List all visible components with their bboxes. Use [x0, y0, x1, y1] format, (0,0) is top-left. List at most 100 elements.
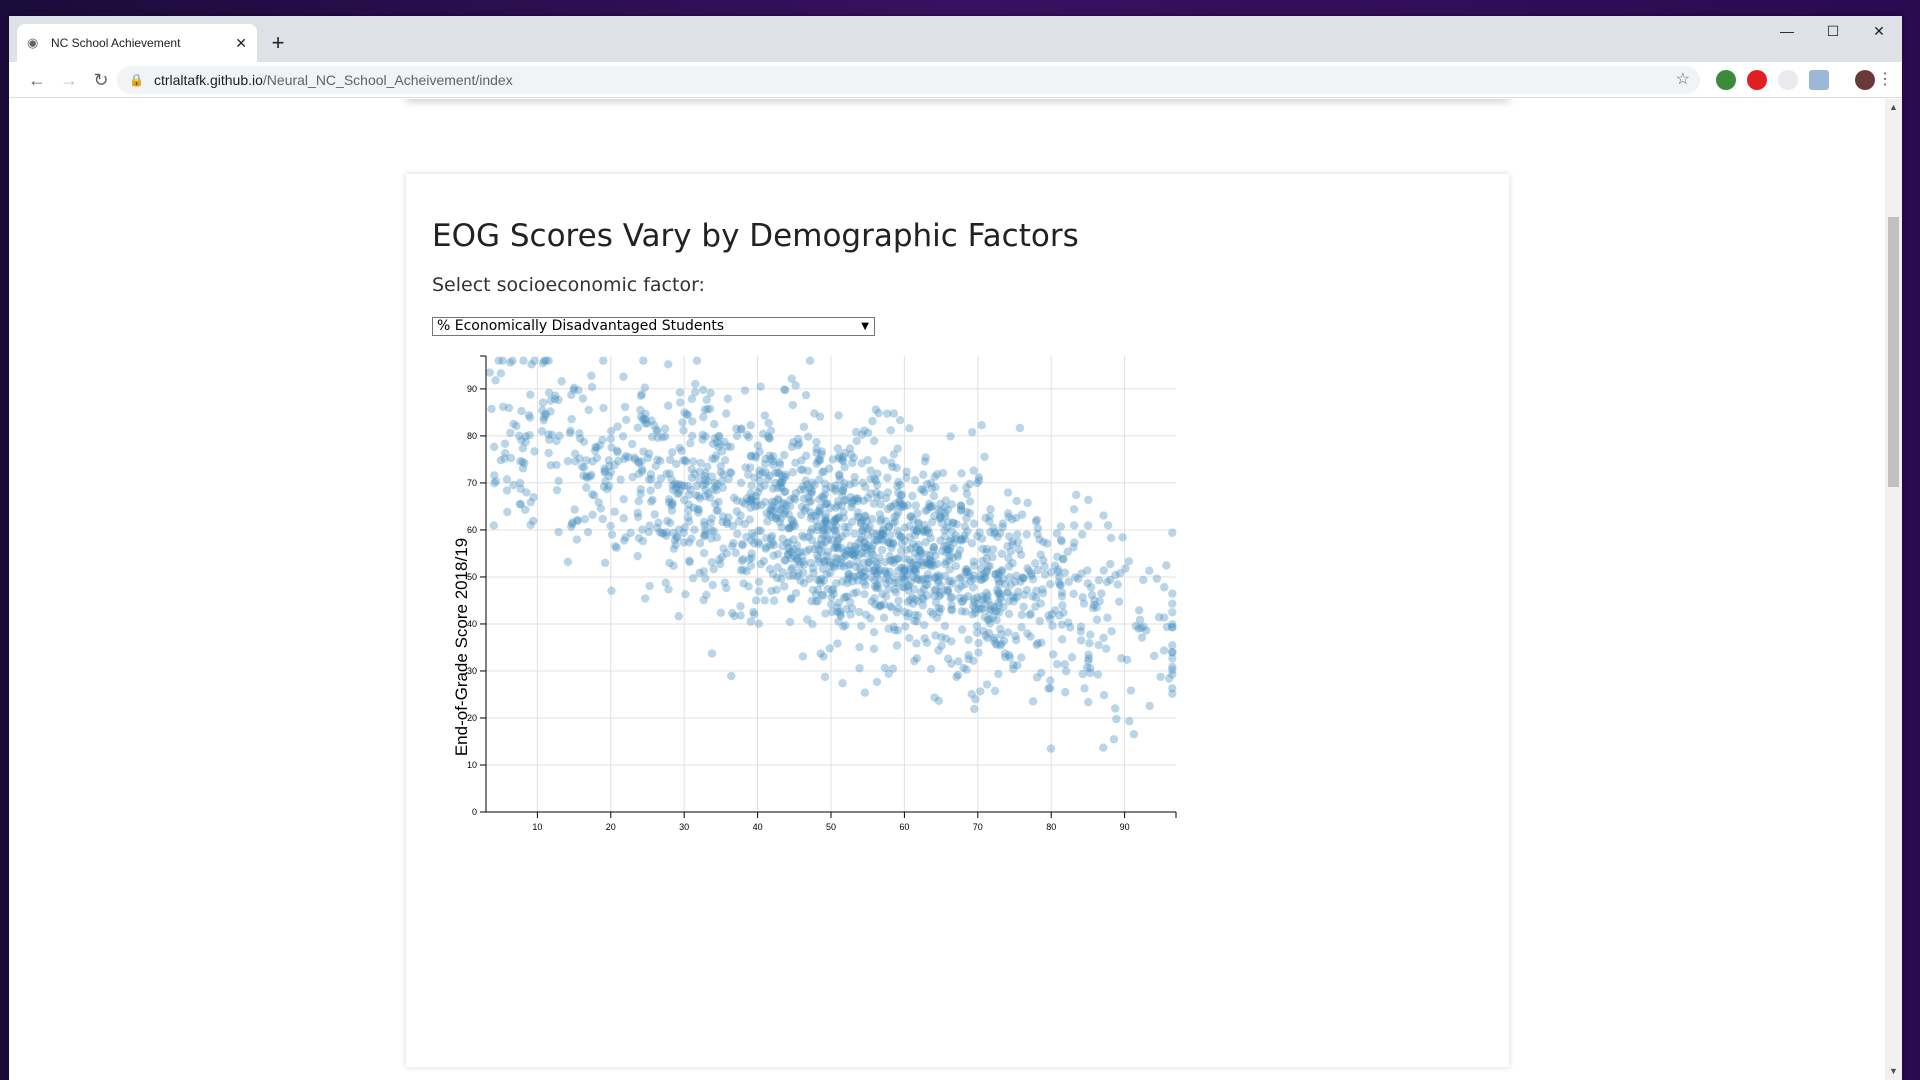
scatter-point [807, 535, 817, 545]
scatter-point [931, 551, 940, 560]
close-window-icon[interactable]: ✕ [1873, 23, 1885, 39]
scatter-point [884, 522, 893, 531]
factor-select[interactable]: % Economically Disadvantaged Students ▼ [432, 317, 875, 336]
extension-code-icon[interactable] [1778, 70, 1798, 90]
scatter-point [831, 542, 840, 552]
avatar[interactable] [1855, 70, 1875, 90]
scatter-point [803, 466, 813, 476]
forward-arrow-icon[interactable]: → [60, 70, 78, 90]
scatter-point [722, 583, 731, 593]
scatter-point [873, 569, 882, 579]
scatter-point [984, 629, 994, 638]
reload-icon[interactable]: ↻ [93, 70, 109, 90]
scatter-point [1059, 608, 1068, 617]
extension-opera-icon[interactable] [1747, 70, 1767, 90]
scatter-point [910, 566, 919, 575]
scatter-point [700, 472, 710, 481]
scatter-point [689, 457, 698, 466]
scatter-point [771, 468, 780, 477]
back-arrow-icon[interactable]: ← [28, 70, 46, 90]
scatter-point [699, 548, 709, 558]
scatter-point [607, 426, 616, 436]
scatter-point [777, 478, 787, 487]
scatter-point [595, 441, 605, 450]
scatter-point [996, 594, 1005, 603]
scatter-point [727, 671, 736, 681]
scatter-point [980, 572, 990, 582]
scatter-point [679, 528, 688, 537]
scatter-point [664, 498, 674, 507]
scatter-point [918, 485, 928, 494]
extension-image-icon[interactable] [1809, 70, 1829, 90]
scatter-point [886, 556, 895, 566]
bookmark-star-icon[interactable]: ☆ [1675, 71, 1690, 88]
scatter-point [1046, 567, 1056, 577]
scatter-point [860, 572, 869, 581]
page-scrollbar[interactable]: ▲ ▼ [1885, 99, 1902, 1080]
scroll-thumb[interactable] [1888, 217, 1899, 487]
scatter-point [588, 510, 597, 520]
address-bar[interactable]: 🔒 ctrlaltafk.github.io/Neural_NC_School_… [117, 66, 1700, 94]
minimize-icon[interactable]: — [1780, 23, 1794, 39]
scatter-point [1060, 568, 1070, 577]
tab-nc-school-achievement[interactable]: ◉ NC School Achievement ✕ [17, 24, 257, 62]
scatter-point [650, 510, 659, 519]
scatter-point [675, 480, 684, 489]
menu-dots-icon[interactable]: ⋮ [1877, 71, 1893, 88]
scatter-point [1057, 620, 1067, 629]
scroll-down-arrow-icon[interactable]: ▼ [1889, 1066, 1898, 1076]
scatter-point [827, 523, 837, 532]
scatter-point [722, 549, 732, 558]
scatter-point [817, 468, 827, 477]
scatter-point [888, 538, 898, 547]
scatter-point [878, 529, 888, 539]
close-tab-icon[interactable]: ✕ [235, 34, 247, 51]
scatter-point [955, 574, 964, 583]
scatter-point [791, 381, 800, 390]
scatter-point [502, 475, 512, 484]
scatter-point [641, 415, 650, 424]
scatter-point [768, 456, 778, 466]
scatter-point [787, 593, 796, 603]
scatter-point [805, 574, 814, 583]
scatter-point [970, 704, 979, 714]
scatter-point [1058, 635, 1067, 644]
scatter-point [645, 521, 654, 530]
scatter-point [769, 460, 778, 469]
scatter-point [821, 531, 831, 540]
scatter-point [742, 430, 752, 440]
scatter-point [896, 491, 905, 500]
scatter-point [921, 538, 930, 547]
y-tick-label: 60 [467, 525, 477, 535]
scatter-point [774, 468, 784, 478]
extension-green-icon[interactable] [1716, 70, 1736, 90]
scatter-point [797, 531, 807, 540]
maximize-icon[interactable]: ☐ [1826, 23, 1840, 39]
scatter-point [1117, 654, 1126, 663]
scatter-point [959, 663, 968, 673]
scatter-point [884, 538, 893, 547]
scatter-point [947, 526, 956, 536]
scatter-point [552, 460, 561, 470]
scatter-point [927, 557, 937, 566]
scatter-point [738, 540, 747, 550]
scatter-point [1106, 559, 1115, 569]
scatter-point [1017, 623, 1026, 632]
new-tab-button[interactable]: + [271, 30, 285, 55]
scatter-point [982, 548, 991, 557]
scatter-point [607, 530, 617, 539]
scatter-point [1099, 633, 1108, 643]
scatter-point [976, 575, 985, 584]
scatter-point [846, 450, 856, 459]
scatter-point [769, 596, 779, 605]
scroll-up-arrow-icon[interactable]: ▲ [1889, 102, 1898, 112]
scatter-point [516, 500, 526, 509]
lock-icon: 🔒 [129, 73, 144, 87]
scatter-point [877, 545, 887, 555]
scatter-point [1145, 701, 1154, 711]
scatter-point [965, 508, 975, 518]
scatter-point [848, 577, 857, 586]
scatter-point [541, 356, 551, 365]
scatter-point [997, 567, 1007, 576]
